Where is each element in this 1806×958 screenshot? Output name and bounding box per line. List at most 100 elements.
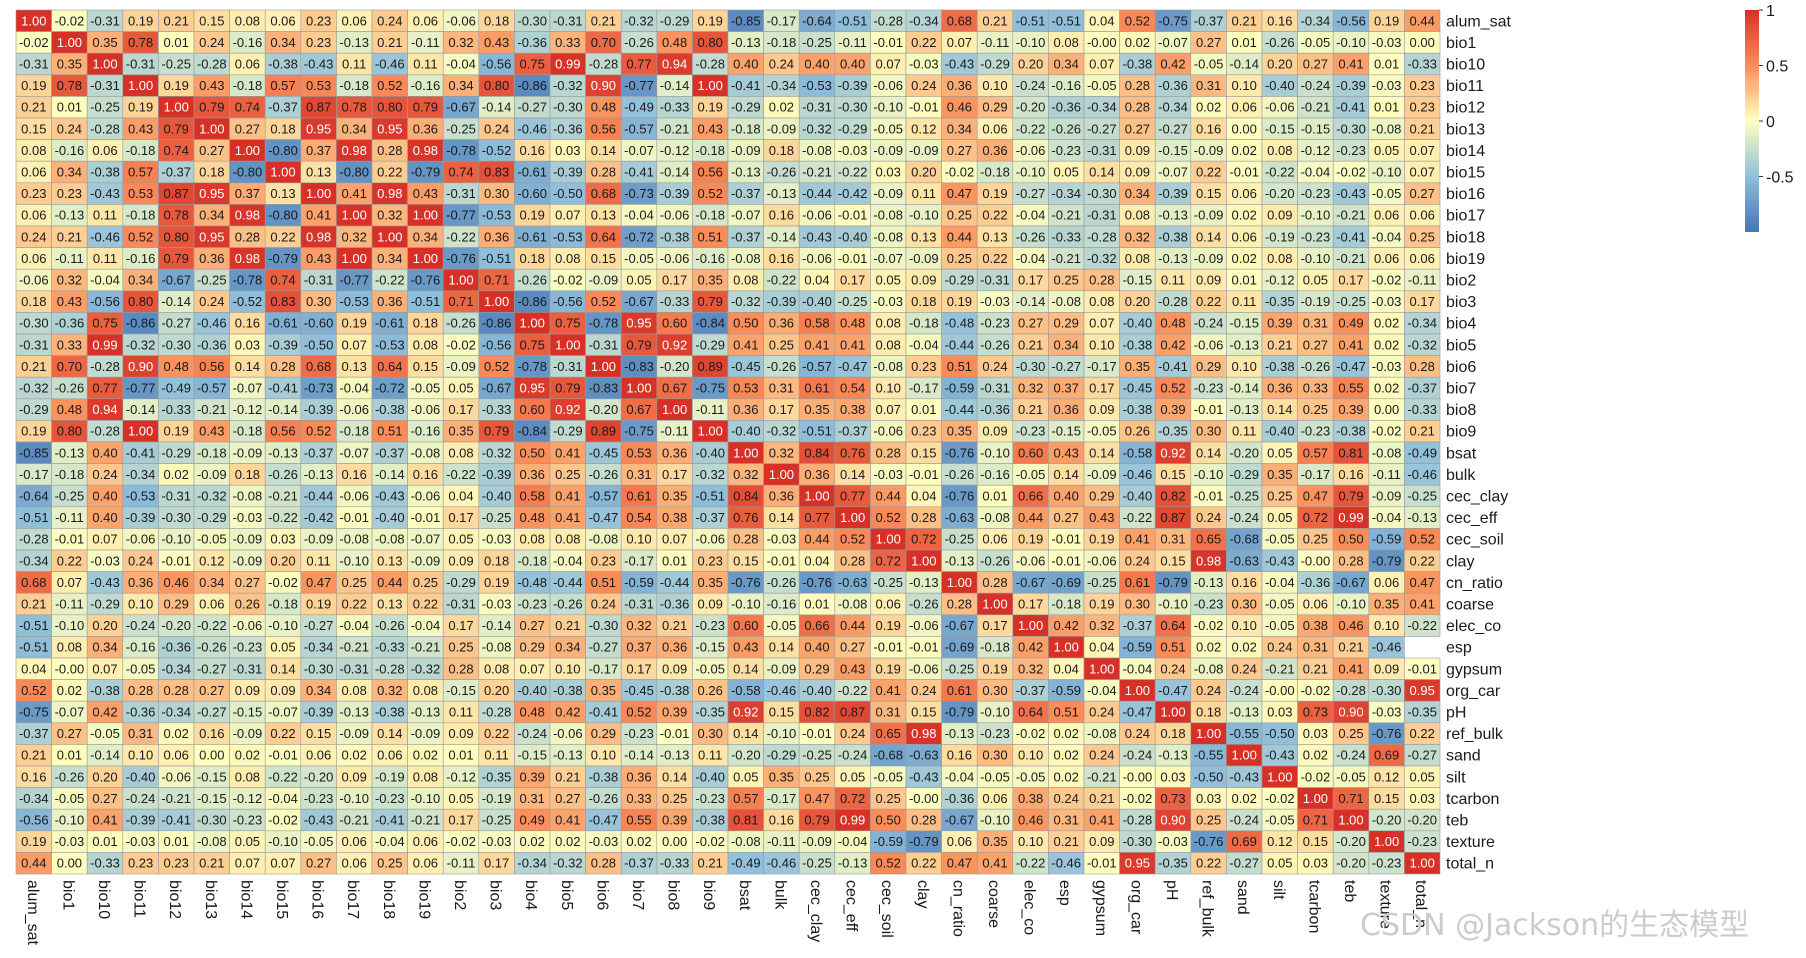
cell-value-label: 0.72	[876, 553, 901, 568]
cell-value-label: 0.28	[448, 661, 473, 676]
cell-value-label: -0.37	[1194, 13, 1224, 28]
cell-value-label: -0.08	[731, 834, 761, 849]
cell-value-label: -0.28	[589, 57, 619, 72]
cell-value-label: -0.38	[589, 769, 619, 784]
cell-value-label: -0.10	[909, 208, 939, 223]
cell-value-label: -0.11	[55, 510, 84, 525]
cell-value-label: -0.23	[1301, 424, 1331, 439]
cell-value-label: -0.18	[695, 143, 725, 158]
cell-value-label: 0.13	[270, 186, 295, 201]
cell-value-label: 0.28	[1089, 273, 1114, 288]
cell-value-label: 0.07	[92, 532, 117, 547]
cell-value-label: 0.34	[57, 165, 82, 180]
cell-value-label: -0.02	[553, 273, 583, 288]
cell-value-label: 1.00	[1160, 705, 1185, 720]
cell-value-label: 0.22	[1410, 553, 1435, 568]
cell-value-label: -0.72	[624, 229, 654, 244]
cell-value-label: -0.11	[767, 834, 796, 849]
cell-value-label: -0.28	[1087, 229, 1117, 244]
cell-value-label: 0.19	[21, 424, 46, 439]
cell-value-label: 0.39	[662, 813, 687, 828]
cell-value-label: 0.34	[342, 121, 367, 136]
cell-value-label: 0.21	[1267, 337, 1292, 352]
cell-value-label: 0.15	[1303, 834, 1328, 849]
cell-value-label: -0.83	[589, 381, 619, 396]
cell-value-label: -0.38	[1336, 424, 1366, 439]
cell-value-label: 0.81	[1338, 445, 1363, 460]
cell-value-label: -0.43	[1265, 553, 1295, 568]
cell-value-label: 0.22	[1196, 294, 1221, 309]
cell-value-label: 0.03	[1303, 856, 1328, 871]
cell-value-label: -0.41	[589, 705, 619, 720]
cell-value-label: -0.13	[553, 748, 583, 763]
cell-value-label: 0.28	[128, 683, 153, 698]
cell-value-label: -0.43	[375, 489, 405, 504]
cell-value-label: -0.32	[553, 856, 583, 871]
cell-value-label: -0.75	[695, 381, 725, 396]
row-label: bio10	[1446, 57, 1485, 74]
cell-value-label: 0.26	[698, 683, 723, 698]
cell-value-label: 0.68	[947, 13, 972, 28]
cell-value-label: 0.09	[1089, 402, 1114, 417]
cell-value-label: -0.09	[1194, 143, 1224, 158]
cell-value-label: 0.95	[199, 186, 224, 201]
cell-value-label: 1.00	[698, 424, 723, 439]
cell-value-label: -0.01	[802, 726, 832, 741]
cell-value-label: 0.28	[982, 575, 1007, 590]
cell-value-label: -0.86	[482, 316, 512, 331]
row-label: bio8	[1446, 402, 1476, 419]
cell-value-label: 0.56	[199, 359, 224, 374]
cell-value-label: -0.13	[268, 445, 298, 460]
cell-value-label: 0.39	[1267, 316, 1292, 331]
cell-value-label: -0.28	[375, 661, 405, 676]
cell-value-label: -0.80	[339, 165, 369, 180]
cell-value-label: 0.01	[57, 100, 82, 115]
cell-value-label: -0.38	[553, 683, 583, 698]
cell-value-label: -0.03	[1372, 294, 1402, 309]
cell-value-label: 0.00	[199, 748, 224, 763]
cell-value-label: -0.37	[19, 726, 49, 741]
cell-value-label: -0.07	[1158, 165, 1188, 180]
cell-value-label: -0.26	[767, 165, 797, 180]
cell-value-label: 0.06	[1374, 575, 1399, 590]
cell-value-label: -0.18	[1051, 597, 1081, 612]
cell-value-label: 0.38	[1018, 791, 1043, 806]
cell-value-label: -0.05	[197, 532, 227, 547]
cell-value-label: 0.08	[876, 337, 901, 352]
cell-value-label: 0.08	[1125, 251, 1150, 266]
cell-value-label: 0.09	[1089, 834, 1114, 849]
cell-value-label: 0.23	[911, 424, 936, 439]
cell-value-label: 0.20	[270, 553, 295, 568]
cell-value-label: 0.95	[520, 381, 545, 396]
cell-value-label: 0.32	[769, 445, 794, 460]
cell-value-label: -0.46	[375, 57, 405, 72]
cell-value-label: -0.35	[1158, 856, 1188, 871]
cell-value-label: 0.01	[57, 748, 82, 763]
cell-value-label: 0.02	[1054, 769, 1079, 784]
cell-value-label: -0.40	[482, 489, 512, 504]
cell-value-label: 0.24	[1196, 683, 1221, 698]
row-label: bio11	[1446, 78, 1484, 95]
cell-value-label: 0.50	[520, 445, 545, 460]
cell-value-label: 0.12	[911, 121, 936, 136]
cell-value-label: -0.20	[660, 359, 690, 374]
cell-value-label: 0.10	[1374, 618, 1399, 633]
cell-value-label: -0.43	[304, 813, 334, 828]
cell-value-label: -0.30	[1336, 121, 1366, 136]
cell-value-label: 0.27	[1196, 35, 1221, 50]
cell-value-label: -0.10	[873, 100, 903, 115]
cell-value-label: 0.48	[57, 402, 82, 417]
cell-value-label: 0.09	[1125, 143, 1150, 158]
cell-value-label: -0.02	[1194, 618, 1224, 633]
cell-value-label: -0.25	[945, 661, 975, 676]
cell-value-label: 0.09	[982, 424, 1007, 439]
cell-value-label: -0.25	[446, 121, 476, 136]
cell-value-label: -0.13	[55, 445, 85, 460]
cell-value-label: -0.13	[838, 856, 868, 871]
cell-value-label: -0.39	[482, 467, 512, 482]
cell-value-label: -0.13	[1158, 251, 1188, 266]
cell-value-label: 0.31	[128, 726, 153, 741]
cell-value-label: 0.61	[947, 683, 972, 698]
cell-value-label: 0.35	[698, 273, 723, 288]
column-label: silt	[1270, 880, 1287, 900]
